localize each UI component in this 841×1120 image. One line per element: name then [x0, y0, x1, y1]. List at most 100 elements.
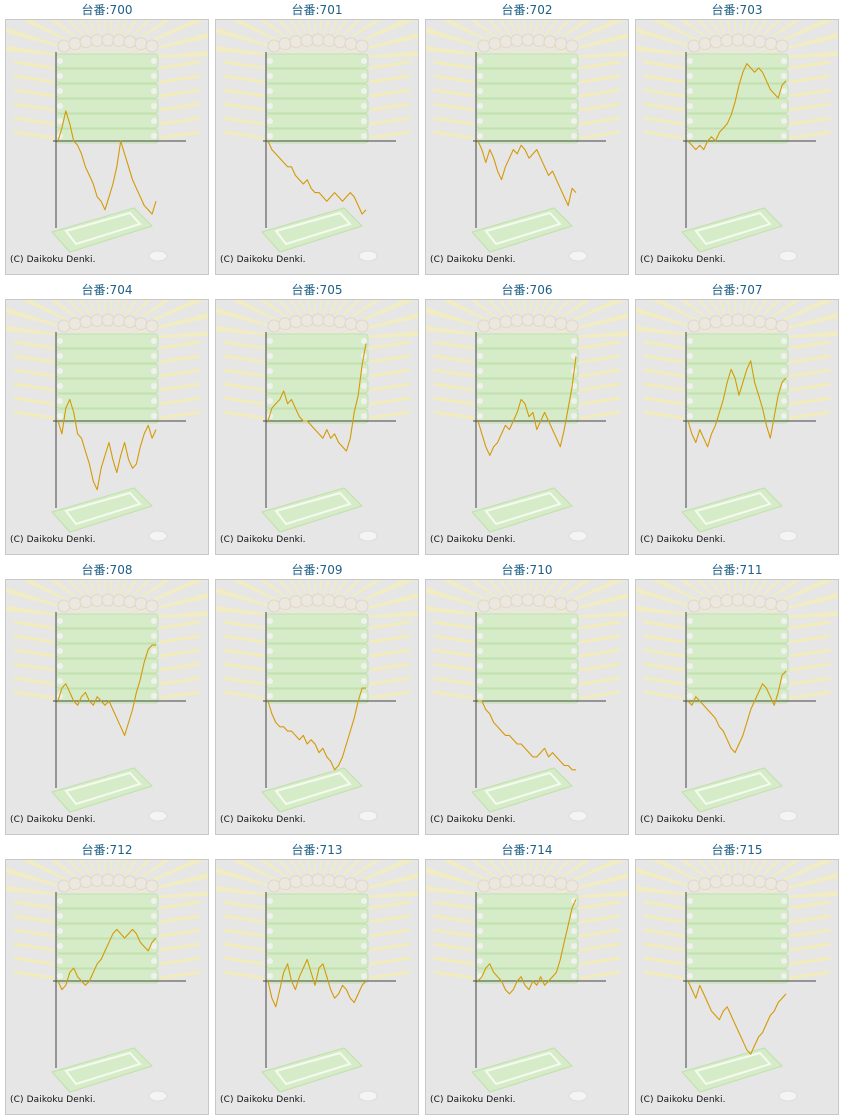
ball-decoration [532, 33, 546, 47]
bottom-tray [681, 1047, 783, 1093]
slump-graph-svg [6, 300, 208, 542]
slump-graph[interactable]: (C) Daikoku Denki. [5, 19, 209, 275]
side-ray [159, 970, 201, 980]
bottom-tray-inner [64, 1051, 142, 1086]
machine-title-link[interactable]: 台番:710 [501, 563, 553, 577]
slump-graph[interactable]: (C) Daikoku Denki. [635, 19, 839, 275]
sunburst-ray [527, 51, 628, 60]
machine-title-link[interactable]: 台番:705 [291, 283, 343, 297]
slump-graph[interactable]: (C) Daikoku Denki. [635, 299, 839, 555]
side-ray [13, 368, 55, 378]
slump-line [687, 63, 787, 151]
ball-decoration [344, 877, 358, 891]
slump-graph[interactable]: (C) Daikoku Denki. [425, 579, 629, 835]
tray-ball [571, 633, 577, 639]
tray-ball [57, 663, 63, 669]
tray-decoration [265, 658, 369, 674]
tray-ball [477, 678, 483, 684]
machine-title-link[interactable]: 台番:703 [711, 3, 763, 17]
tray-ball [57, 383, 63, 389]
slump-graph[interactable]: (C) Daikoku Denki. [5, 859, 209, 1115]
sunburst-ray [107, 331, 208, 340]
ball-decoration [488, 597, 502, 611]
ball-decoration [134, 597, 148, 611]
side-ray [643, 116, 685, 126]
slump-graph[interactable]: (C) Daikoku Denki. [215, 579, 419, 835]
coin-decoration [148, 810, 168, 822]
sunburst-ray [313, 300, 317, 340]
tray-ball [267, 133, 273, 139]
sunburst-ray [107, 611, 208, 620]
tray-ball [477, 88, 483, 94]
ball-decoration [101, 33, 115, 47]
side-ray [643, 914, 685, 924]
machine-title-link[interactable]: 台番:708 [81, 563, 133, 577]
machine-title-link[interactable]: 台番:713 [291, 843, 343, 857]
background-art [216, 580, 418, 822]
slump-graph-svg [6, 20, 208, 262]
machine-title-link[interactable]: 台番:704 [81, 283, 133, 297]
machine-title-link[interactable]: 台番:707 [711, 283, 763, 297]
slump-graph[interactable]: (C) Daikoku Denki. [5, 299, 209, 555]
machine-title-link[interactable]: 台番:709 [291, 563, 343, 577]
side-ray [643, 368, 685, 378]
tray-ball [477, 633, 483, 639]
ball-decoration [311, 313, 325, 327]
ball-decoration [543, 875, 557, 889]
tray-decoration [685, 113, 789, 129]
sunburst-ray [737, 611, 838, 620]
slump-graph[interactable]: (C) Daikoku Denki. [635, 579, 839, 835]
machine-title-link[interactable]: 台番:711 [711, 563, 763, 577]
coin-decoration [358, 250, 378, 262]
slump-graph[interactable]: (C) Daikoku Denki. [425, 19, 629, 275]
machine-title-link[interactable]: 台番:714 [501, 843, 553, 857]
ball-decoration [720, 313, 734, 327]
machine-title-link[interactable]: 台番:702 [501, 3, 553, 17]
side-ray [223, 368, 265, 378]
side-ray [369, 914, 411, 924]
background-art [216, 300, 418, 542]
tray-ball [781, 633, 787, 639]
ball-decoration [134, 317, 148, 331]
ball-decoration [554, 877, 568, 891]
bottom-tray-inner [274, 491, 352, 526]
sunburst-ray [103, 860, 107, 900]
slump-graph[interactable]: (C) Daikoku Denki. [5, 579, 209, 835]
sunburst-ray [288, 860, 317, 900]
tray-ball [267, 943, 273, 949]
ball-decoration [499, 595, 513, 609]
tray-ball [151, 678, 157, 684]
slump-graph[interactable]: (C) Daikoku Denki. [215, 299, 419, 555]
tray-ball [361, 368, 367, 374]
machine-title-link[interactable]: 台番:712 [81, 843, 133, 857]
slump-graph[interactable]: (C) Daikoku Denki. [425, 299, 629, 555]
tray-ball [267, 58, 273, 64]
tray-decoration [475, 658, 579, 674]
ball-decoration [68, 37, 82, 51]
side-ray [159, 676, 201, 686]
background-art [6, 860, 208, 1102]
machine-title-link[interactable]: 台番:715 [711, 843, 763, 857]
tray-ball [267, 913, 273, 919]
slump-graph[interactable]: (C) Daikoku Denki. [425, 859, 629, 1115]
machine-title-link[interactable]: 台番:701 [291, 3, 343, 17]
slump-graph[interactable]: (C) Daikoku Denki. [635, 859, 839, 1115]
bottom-tray-inner [694, 211, 772, 246]
tray-ball [477, 913, 483, 919]
machine-title-link[interactable]: 台番:700 [81, 3, 133, 17]
tray-decoration [265, 908, 369, 924]
ball-decoration [267, 879, 281, 893]
tray-ball [477, 943, 483, 949]
ball-decoration [112, 313, 126, 327]
slump-graph[interactable]: (C) Daikoku Denki. [215, 19, 419, 275]
machine-title-link[interactable]: 台番:706 [501, 283, 553, 297]
tray-ball [571, 648, 577, 654]
tray-decoration [55, 53, 159, 69]
tray-ball [57, 368, 63, 374]
slump-graph[interactable]: (C) Daikoku Denki. [215, 859, 419, 1115]
background-art [636, 300, 838, 542]
tray-ball [571, 88, 577, 94]
copyright-label: (C) Daikoku Denki. [430, 535, 516, 545]
tray-ball [361, 73, 367, 79]
side-ray [223, 676, 265, 686]
